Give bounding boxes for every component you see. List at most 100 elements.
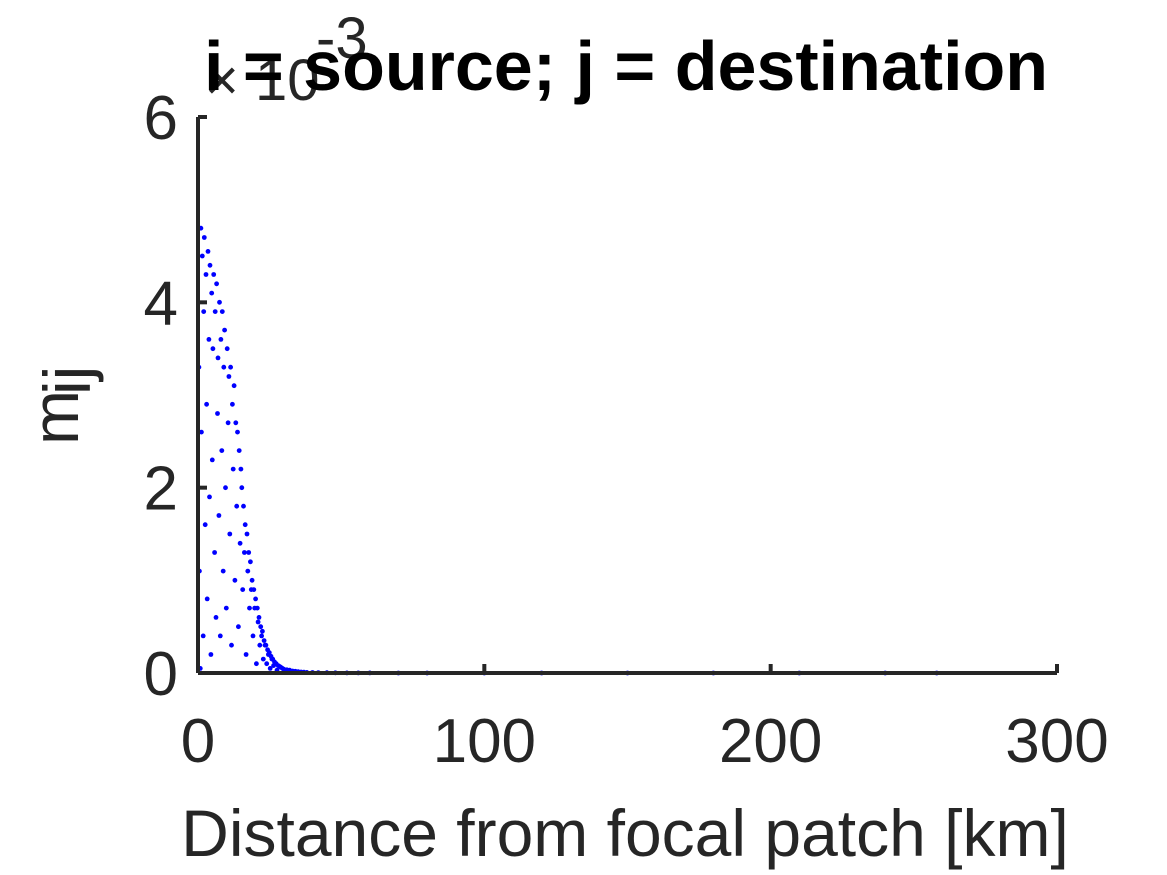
data-point	[239, 485, 245, 491]
data-point	[209, 290, 215, 296]
data-point	[258, 624, 264, 630]
data-point	[250, 633, 256, 639]
y-axis-label-base: m	[18, 390, 92, 445]
data-point	[232, 577, 238, 583]
axis-ticks: 0 100 200 300 0 2 4 6	[144, 84, 1109, 776]
data-point	[261, 638, 267, 643]
data-point	[214, 281, 220, 287]
data-point	[199, 429, 204, 435]
data-point	[236, 448, 242, 453]
data-point	[234, 503, 240, 509]
data-point	[220, 568, 226, 574]
data-point	[223, 485, 228, 491]
y-multiplier-times: ×	[205, 48, 239, 113]
data-point	[218, 337, 224, 342]
data-point	[215, 355, 221, 361]
data-point	[207, 494, 212, 500]
data-point	[251, 587, 257, 592]
data-point	[230, 401, 235, 407]
data-point	[228, 364, 234, 370]
data-point	[241, 503, 246, 509]
data-point	[238, 466, 244, 472]
data-point	[202, 522, 208, 528]
data-point	[247, 605, 252, 611]
data-point	[205, 249, 211, 254]
data-point	[233, 420, 239, 426]
data-point	[216, 513, 222, 518]
data-point	[235, 429, 240, 435]
x-tick-label: 100	[433, 707, 536, 776]
data-point	[201, 235, 207, 240]
data-point	[207, 262, 213, 268]
data-point	[236, 624, 241, 630]
data-point	[242, 550, 247, 555]
data-point	[211, 272, 217, 277]
data-point	[200, 633, 206, 639]
data-point	[254, 605, 260, 611]
data-point	[222, 327, 228, 333]
y-tick-label: 6	[144, 84, 178, 153]
data-point	[260, 656, 266, 662]
data-point	[240, 587, 246, 592]
y-axis-label: m ij	[18, 366, 104, 445]
data-point	[249, 577, 255, 583]
y-tick-label: 4	[144, 269, 178, 338]
data-point	[208, 652, 214, 657]
data-point	[226, 374, 232, 379]
data-point	[242, 522, 248, 528]
data-point	[217, 633, 223, 639]
data-point	[221, 364, 227, 370]
data-point	[225, 420, 231, 426]
data-point	[209, 457, 215, 463]
data-point	[255, 619, 261, 625]
data-point	[219, 309, 225, 314]
data-point	[231, 383, 237, 389]
data-point	[201, 309, 207, 314]
y-multiplier-exponent: -3	[316, 6, 368, 71]
data-point	[212, 550, 218, 555]
data-point	[263, 642, 269, 648]
data-point	[204, 401, 210, 407]
chart-title: i = source; j = destination	[204, 27, 1048, 105]
data-point	[206, 337, 212, 342]
data-point	[244, 531, 250, 537]
x-tick-label: 0	[181, 707, 215, 776]
data-point	[248, 559, 253, 565]
data-point	[219, 448, 225, 453]
x-axis-label: Distance from focal patch [km]	[181, 796, 1069, 870]
data-point	[237, 540, 243, 546]
data-point	[217, 299, 222, 305]
data-point	[203, 272, 209, 277]
data-point	[259, 633, 264, 639]
y-axis-label-subscript: ij	[30, 366, 104, 395]
data-point	[230, 466, 236, 472]
data-point	[266, 650, 272, 655]
data-point	[264, 661, 270, 667]
y-tick-label: 0	[144, 640, 178, 709]
data-point	[256, 615, 262, 620]
data-point	[246, 550, 252, 555]
data-points	[196, 225, 940, 676]
data-point	[229, 642, 234, 648]
data-point	[199, 253, 205, 259]
data-point	[243, 652, 249, 657]
data-point	[212, 309, 218, 314]
data-point	[210, 346, 216, 352]
data-point	[224, 346, 230, 352]
data-point	[215, 411, 220, 416]
data-point	[254, 661, 259, 667]
data-point	[223, 605, 229, 611]
data-point	[260, 628, 265, 634]
data-point	[267, 666, 273, 671]
data-point	[204, 596, 210, 602]
data-point	[213, 615, 219, 620]
x-tick-label: 300	[1005, 707, 1108, 776]
data-point	[245, 568, 251, 574]
data-point	[253, 596, 258, 602]
y-tick-label: 2	[144, 455, 178, 524]
x-tick-label: 200	[719, 707, 822, 776]
data-point	[257, 642, 263, 648]
y-multiplier-base: 10	[255, 48, 320, 113]
data-point	[227, 531, 233, 537]
